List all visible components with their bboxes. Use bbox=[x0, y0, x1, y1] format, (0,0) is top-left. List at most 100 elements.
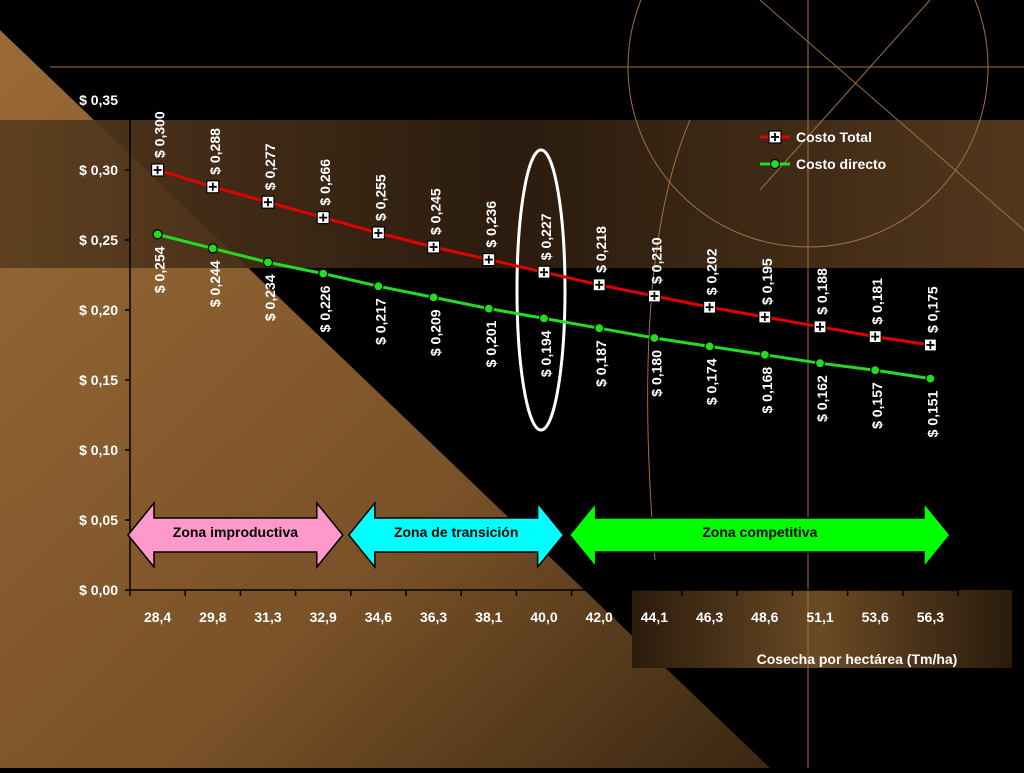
background-band bbox=[0, 120, 1024, 268]
data-label-direct: $ 0,187 bbox=[593, 340, 609, 387]
data-point-total bbox=[482, 253, 496, 267]
x-tick-label: 53,6 bbox=[862, 609, 889, 625]
data-label-direct: $ 0,254 bbox=[152, 246, 168, 293]
data-label-direct: $ 0,180 bbox=[648, 350, 664, 397]
data-point-direct bbox=[538, 313, 550, 324]
y-tick-label: $ 0,00 bbox=[79, 582, 118, 598]
data-label-direct: $ 0,174 bbox=[704, 358, 720, 405]
data-label-total: $ 0,255 bbox=[372, 174, 388, 221]
data-point-direct bbox=[318, 268, 329, 279]
legend-label: Costo directo bbox=[796, 156, 886, 172]
data-point-direct bbox=[704, 341, 715, 352]
zone-label: Zona competitiva bbox=[702, 524, 817, 540]
data-label-direct: $ 0,209 bbox=[428, 309, 444, 356]
decor-circle bbox=[627, 0, 989, 248]
data-label-direct: $ 0,194 bbox=[538, 330, 554, 377]
data-point-total bbox=[868, 330, 882, 344]
data-label-direct: $ 0,162 bbox=[814, 375, 830, 422]
y-tick-label: $ 0,35 bbox=[79, 92, 118, 108]
data-point-total bbox=[758, 310, 772, 324]
data-point-total bbox=[537, 265, 551, 279]
data-point-direct bbox=[594, 323, 605, 334]
legend: Costo Total Costo directo bbox=[760, 129, 886, 172]
data-label-total: $ 0,210 bbox=[648, 237, 664, 284]
data-label-direct: $ 0,226 bbox=[317, 285, 333, 332]
x-tick-label: 31,3 bbox=[254, 609, 281, 625]
y-tick-label: $ 0,25 bbox=[79, 232, 118, 248]
x-tick-label: 34,6 bbox=[365, 609, 392, 625]
data-point-total bbox=[206, 180, 220, 194]
y-tick-label: $ 0,30 bbox=[79, 162, 118, 178]
data-point-total bbox=[702, 300, 717, 314]
data-point-total bbox=[813, 320, 827, 334]
x-tick-label: 46,3 bbox=[696, 609, 723, 625]
data-point-total bbox=[592, 278, 606, 292]
x-tick-label: 38,1 bbox=[475, 609, 502, 625]
zone-arrow bbox=[127, 500, 344, 570]
x-tick-label: 48,6 bbox=[751, 609, 778, 625]
data-point-total bbox=[923, 338, 938, 352]
data-point-direct bbox=[925, 373, 936, 384]
data-label-direct: $ 0,244 bbox=[207, 260, 223, 307]
data-point-direct bbox=[428, 292, 439, 303]
data-point-direct bbox=[759, 349, 770, 360]
data-label-direct: $ 0,168 bbox=[759, 367, 775, 414]
data-point-total bbox=[151, 163, 165, 177]
x-tick-label: 28,4 bbox=[144, 609, 171, 625]
data-point-direct bbox=[814, 358, 826, 369]
data-label-total: $ 0,245 bbox=[428, 188, 444, 235]
data-label-total: $ 0,175 bbox=[924, 286, 940, 333]
data-point-direct bbox=[649, 332, 660, 344]
zone-label: Zona de transición bbox=[394, 524, 518, 540]
x-tick-label: 36,3 bbox=[420, 609, 447, 625]
x-tick-label: 29,8 bbox=[199, 609, 226, 625]
background-box bbox=[632, 590, 1012, 668]
y-tick-label: $ 0,10 bbox=[79, 442, 118, 458]
data-point-total bbox=[427, 240, 441, 254]
x-tick-label: 51,1 bbox=[806, 609, 833, 625]
x-tick-label: 40,0 bbox=[530, 609, 557, 625]
zone-label: Zona improductiva bbox=[173, 524, 298, 540]
data-label-direct: $ 0,201 bbox=[483, 320, 499, 367]
decor-line-diagonal-2 bbox=[759, 0, 931, 191]
data-label-direct: $ 0,217 bbox=[372, 298, 388, 345]
data-label-direct: $ 0,157 bbox=[869, 382, 885, 429]
y-tick-label: $ 0,05 bbox=[79, 512, 118, 528]
data-point-total bbox=[647, 289, 662, 303]
data-point-direct bbox=[373, 281, 384, 292]
data-label-total: $ 0,202 bbox=[704, 248, 720, 295]
data-point-direct bbox=[870, 365, 881, 376]
x-tick-label: 42,0 bbox=[586, 609, 613, 625]
data-point-direct bbox=[262, 257, 274, 268]
zone-arrow bbox=[347, 500, 565, 570]
data-label-direct: $ 0,234 bbox=[262, 274, 278, 321]
legend-marker bbox=[769, 158, 781, 170]
zone-arrow bbox=[568, 500, 951, 570]
y-tick-label: $ 0,15 bbox=[79, 372, 118, 388]
data-label-direct: $ 0,151 bbox=[924, 390, 940, 437]
highlight-ellipse bbox=[515, 148, 567, 432]
x-tick-label: 44,1 bbox=[641, 609, 668, 625]
data-point-direct bbox=[207, 243, 218, 254]
y-tick-label: $ 0,20 bbox=[79, 302, 118, 318]
legend-label: Costo Total bbox=[796, 129, 872, 145]
data-label-total: $ 0,181 bbox=[869, 278, 885, 325]
data-label-total: $ 0,266 bbox=[317, 159, 333, 206]
data-point-direct bbox=[483, 303, 494, 314]
data-label-total: $ 0,277 bbox=[262, 143, 278, 190]
data-label-total: $ 0,188 bbox=[814, 268, 830, 315]
data-label-total: $ 0,195 bbox=[759, 258, 775, 305]
data-label-total: $ 0,218 bbox=[593, 226, 609, 273]
x-tick-label: 56,3 bbox=[917, 609, 944, 625]
data-point-total bbox=[371, 226, 385, 240]
x-tick-label: 32,9 bbox=[310, 609, 337, 625]
data-label-total: $ 0,227 bbox=[538, 213, 554, 260]
data-label-total: $ 0,300 bbox=[152, 111, 168, 158]
data-point-total bbox=[261, 195, 275, 209]
data-point-total bbox=[316, 211, 330, 225]
x-axis-title: Cosecha por hectárea (Tm/ha) bbox=[757, 651, 958, 667]
decor-line-diagonal bbox=[759, 0, 1024, 231]
data-label-total: $ 0,236 bbox=[483, 201, 499, 248]
